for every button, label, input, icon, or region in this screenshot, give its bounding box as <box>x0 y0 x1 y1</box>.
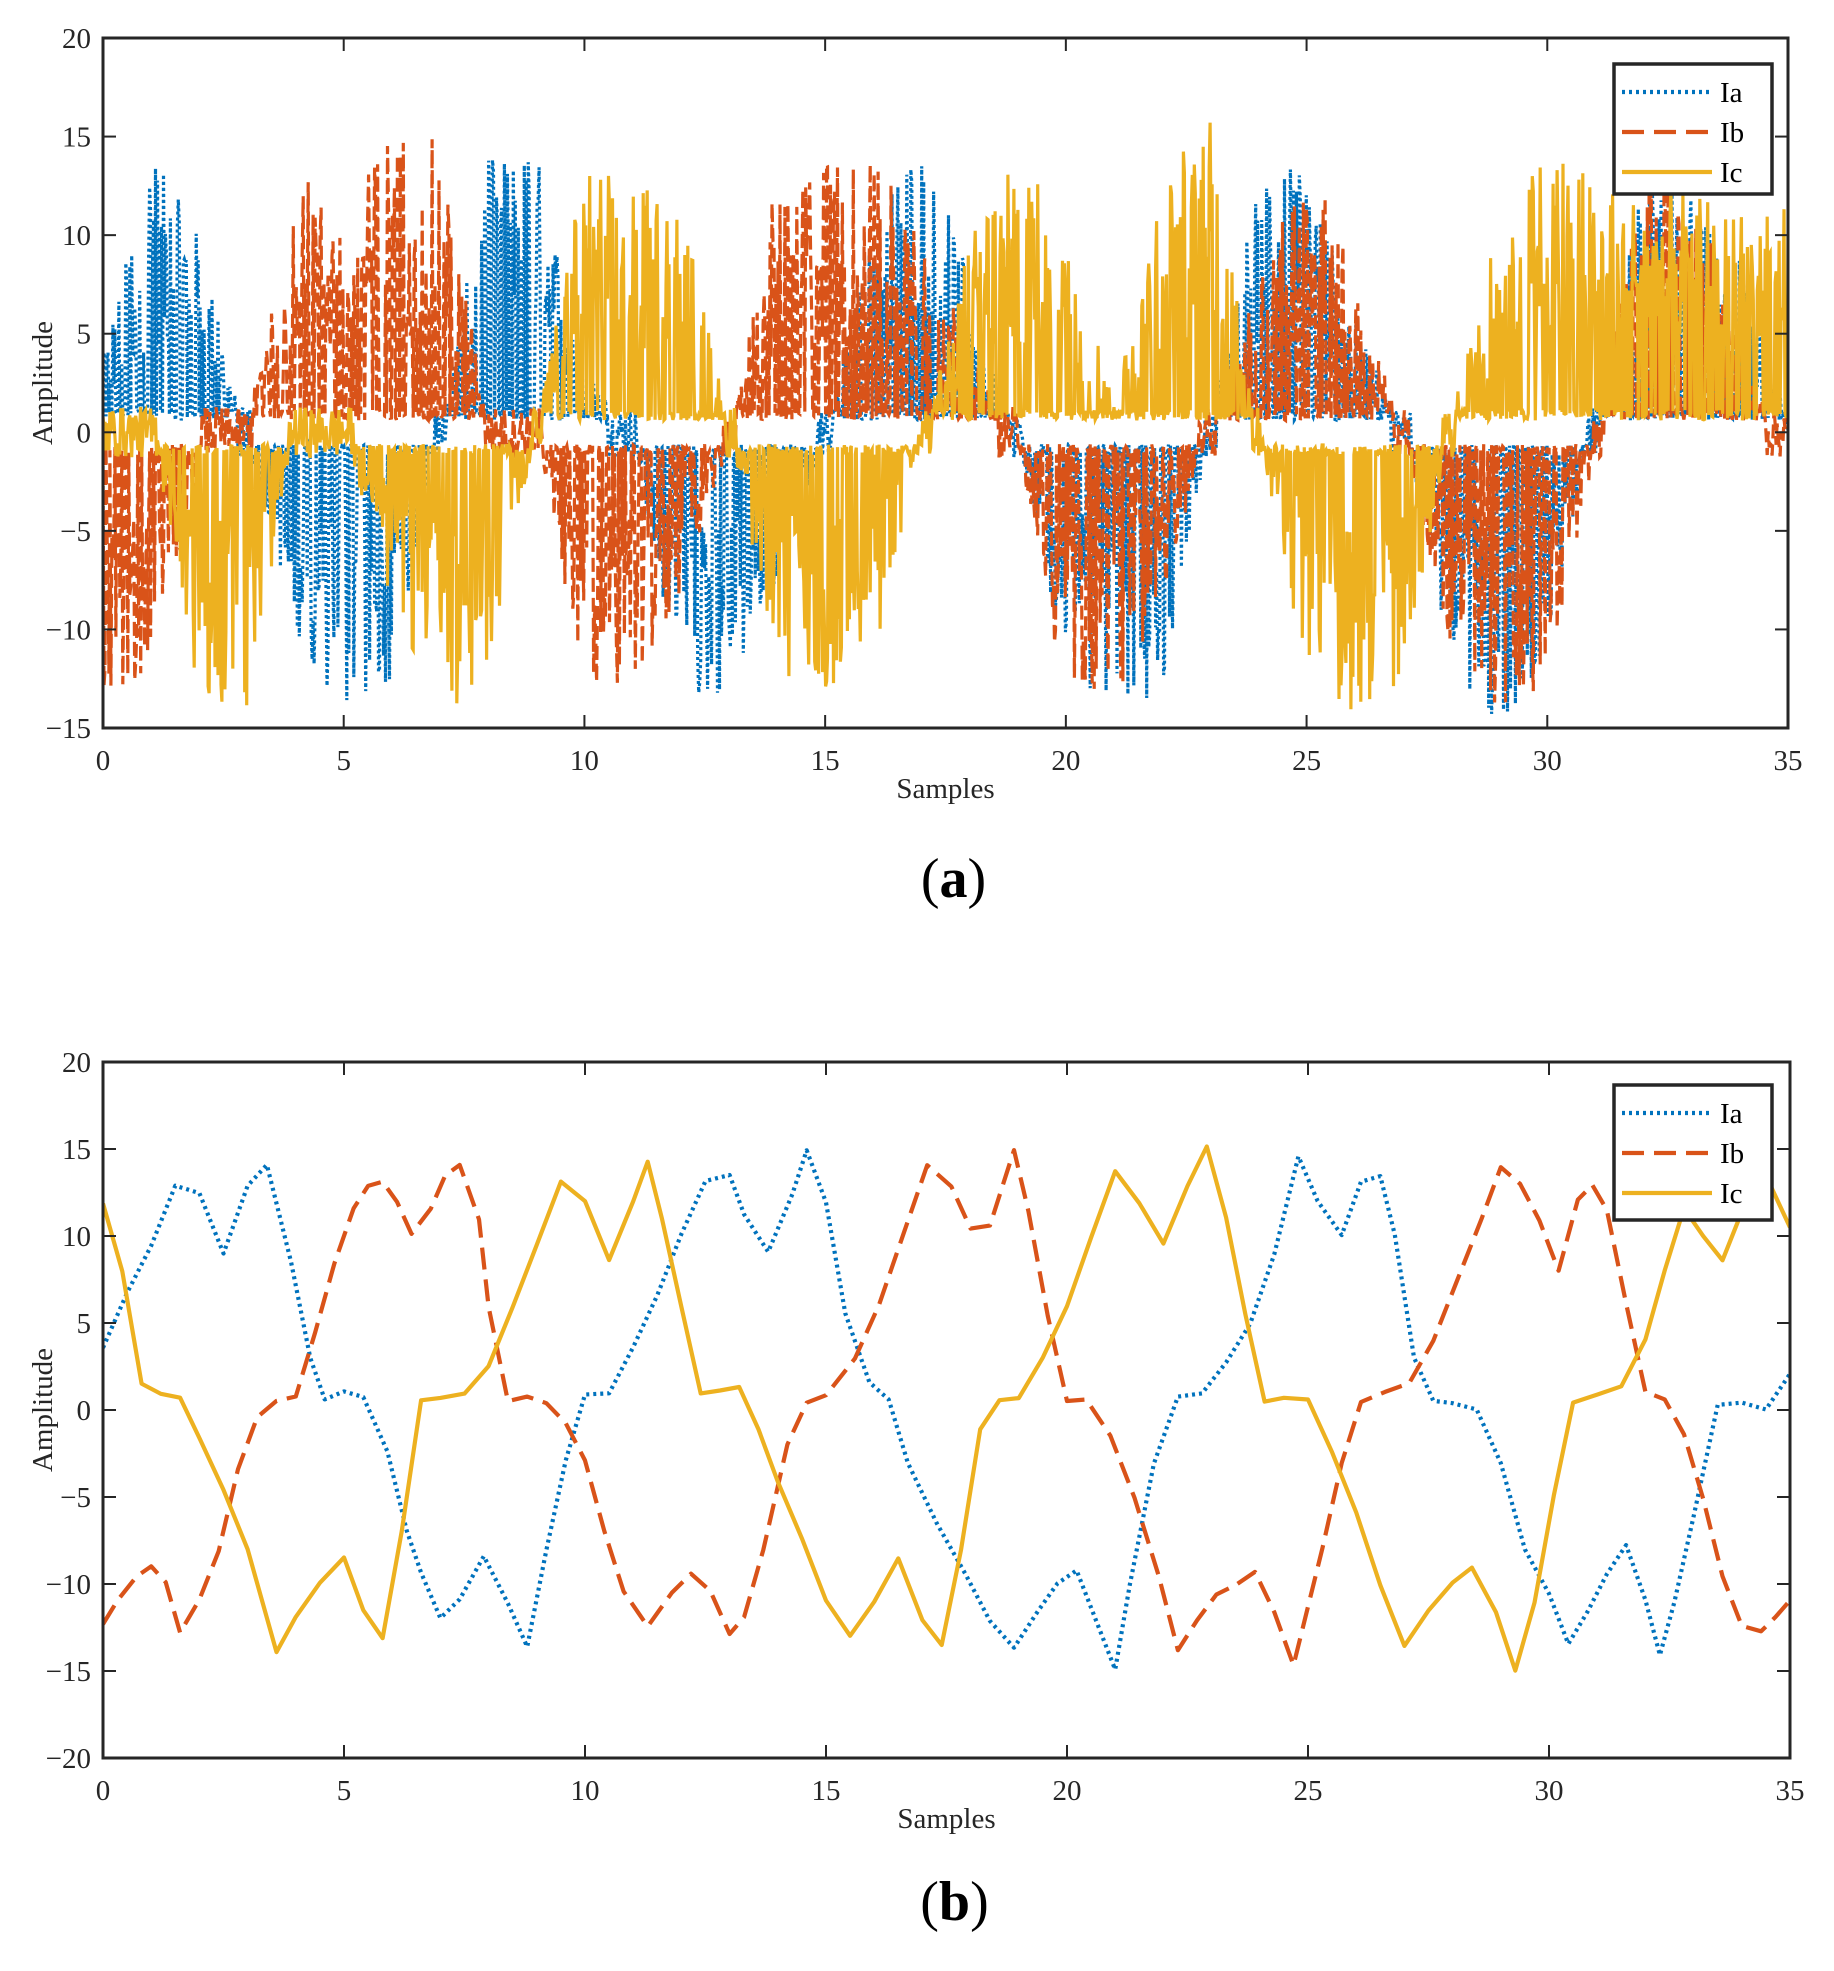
y-tick-label: 15 <box>62 1134 91 1166</box>
x-tick-label: 25 <box>1292 745 1321 777</box>
y-tick-label: 10 <box>62 1221 91 1253</box>
x-tick-label: 35 <box>1774 745 1803 777</box>
legend-box <box>1612 62 1774 196</box>
x-tick-label: 35 <box>1776 1775 1805 1807</box>
legend-label-Ib: Ib <box>1720 1138 1744 1170</box>
caption-open-paren: ( <box>920 1871 939 1933</box>
caption-close-paren: ) <box>968 848 987 910</box>
legend-label-Ia: Ia <box>1720 77 1743 109</box>
plot-area <box>103 1062 1790 1758</box>
x-tick-label: 10 <box>571 1775 600 1807</box>
y-tick-label: 5 <box>77 1308 92 1340</box>
x-tick-label: 20 <box>1051 745 1080 777</box>
chart-panel-b: 0 5 10 15 20 25 30 35 −20 −15 −10 −5 0 5 10 15 20 Samples… <box>27 1047 1805 1933</box>
x-tick-label: 25 <box>1294 1775 1323 1807</box>
caption-letter: b <box>939 1871 970 1933</box>
x-tick-label: 5 <box>336 745 351 777</box>
panel-caption: (b) <box>920 1871 988 1933</box>
axes-frame <box>101 36 1790 730</box>
panel-caption: (a) <box>921 848 986 910</box>
legend-label-Ic: Ic <box>1720 157 1743 189</box>
chart-panel-a: 0 5 10 15 20 25 30 35 −15 −10 −5 0 5 10 15 20 Samples Amp… <box>27 23 1803 910</box>
series-line-Ib <box>103 1147 1790 1668</box>
y-tick-label: −10 <box>46 1569 91 1601</box>
x-tick-label: 0 <box>96 1775 111 1807</box>
y-axis-label: Amplitude <box>27 321 59 445</box>
y-tick-label: −20 <box>46 1743 91 1775</box>
series-line-Ib <box>103 139 1788 703</box>
series-line-Ic <box>103 122 1788 710</box>
x-tick-label: 5 <box>337 1775 352 1807</box>
legend-label-Ib: Ib <box>1720 117 1744 149</box>
x-tick-label: 0 <box>96 745 111 777</box>
y-tick-label: 5 <box>77 319 92 351</box>
x-axis-label: Samples <box>896 773 994 805</box>
plot-lines <box>103 1144 1790 1673</box>
caption-letter: a <box>940 848 968 910</box>
x-tick-label: 30 <box>1533 745 1562 777</box>
y-tick-label: −5 <box>60 516 91 548</box>
y-tick-label: 10 <box>62 220 91 252</box>
caption-close-paren: ) <box>970 1871 989 1933</box>
legend: Ia Ib Ic <box>1612 1083 1774 1222</box>
y-tick-label: 0 <box>77 417 92 449</box>
y-tick-label: −5 <box>60 1482 91 1514</box>
legend-label-Ia: Ia <box>1720 1098 1743 1130</box>
y-tick-label: 15 <box>62 122 91 154</box>
x-axis-label: Samples <box>897 1803 995 1835</box>
y-axis-label: Amplitude <box>27 1348 59 1472</box>
plot-lines <box>103 122 1788 714</box>
legend-label-Ic: Ic <box>1720 1178 1743 1210</box>
x-tick-label: 30 <box>1535 1775 1564 1807</box>
series-line-Ic <box>103 1144 1790 1673</box>
caption-open-paren: ( <box>921 848 940 910</box>
legend: Ia Ib Ic <box>1612 62 1774 196</box>
y-tick-label: −10 <box>46 614 91 646</box>
y-tick-label: 20 <box>62 1047 91 1079</box>
y-tick-label: 0 <box>77 1395 92 1427</box>
y-tick-label: 20 <box>62 23 91 55</box>
x-tick-label: 15 <box>811 745 840 777</box>
y-tick-label: −15 <box>46 1656 91 1688</box>
x-tick-label: 15 <box>812 1775 841 1807</box>
y-tick-label: −15 <box>46 713 91 745</box>
x-tick-label: 20 <box>1053 1775 1082 1807</box>
x-tick-label: 10 <box>570 745 599 777</box>
